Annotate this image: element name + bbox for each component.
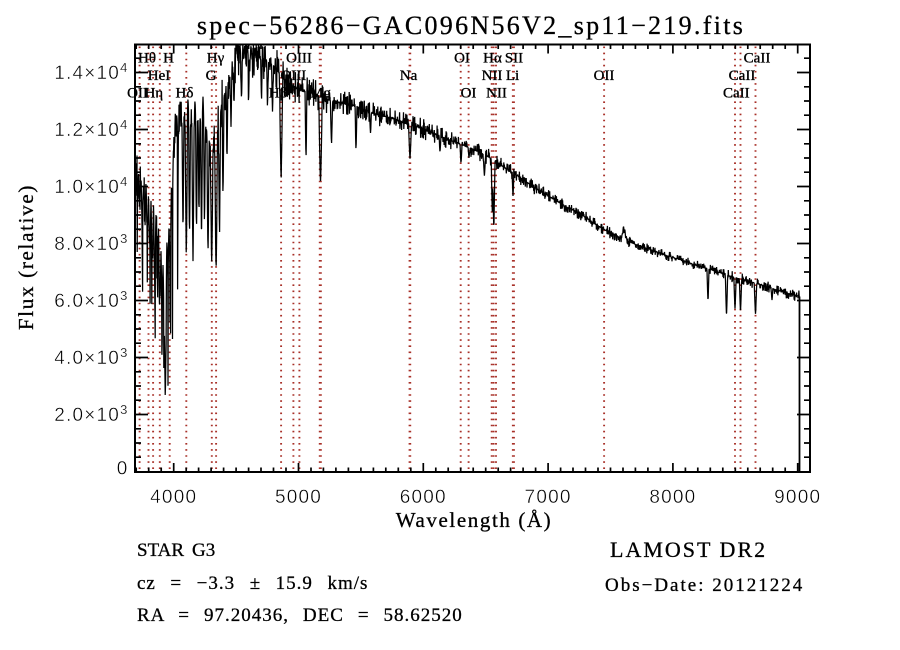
- svg-text:Hη: Hη: [144, 86, 163, 102]
- svg-text:OIII: OIII: [280, 68, 306, 84]
- svg-text:8000: 8000: [649, 487, 696, 508]
- svg-text:RA = 97.20436, DEC = 58.62520: RA = 97.20436, DEC = 58.62520: [137, 605, 463, 626]
- svg-text:NII: NII: [482, 68, 503, 84]
- svg-text:OII: OII: [594, 68, 615, 84]
- svg-text:5000: 5000: [275, 487, 322, 508]
- svg-text:8.0×103: 8.0×103: [54, 231, 128, 255]
- svg-text:OII: OII: [127, 86, 148, 102]
- svg-text:1.4×104: 1.4×104: [54, 60, 128, 84]
- svg-text:Flux (relative): Flux (relative): [14, 184, 38, 330]
- svg-text:1.0×104: 1.0×104: [54, 174, 128, 198]
- svg-text:Li: Li: [506, 68, 519, 84]
- svg-text:Hθ: Hθ: [138, 51, 156, 67]
- svg-text:Hγ: Hγ: [207, 51, 225, 67]
- svg-text:HeI: HeI: [148, 68, 171, 84]
- svg-text:LAMOST DR2: LAMOST DR2: [610, 537, 767, 562]
- svg-text:6000: 6000: [400, 487, 447, 508]
- svg-text:OI: OI: [454, 51, 470, 67]
- svg-text:OI: OI: [461, 86, 477, 102]
- svg-text:G: G: [206, 68, 217, 84]
- svg-text:CaII: CaII: [723, 86, 750, 102]
- svg-text:H: H: [163, 51, 174, 67]
- svg-text:9000: 9000: [774, 487, 821, 508]
- svg-text:STAR: STAR: [137, 540, 184, 561]
- svg-text:4.0×103: 4.0×103: [54, 345, 128, 369]
- svg-text:Mg: Mg: [310, 86, 331, 102]
- svg-text:7000: 7000: [525, 487, 572, 508]
- svg-text:CaII: CaII: [729, 68, 756, 84]
- svg-text:Wavelength (Å): Wavelength (Å): [396, 508, 553, 532]
- svg-text:G3: G3: [192, 540, 215, 561]
- svg-text:1.2×104: 1.2×104: [54, 117, 128, 141]
- svg-text:Hδ: Hδ: [176, 86, 194, 102]
- svg-text:SII: SII: [505, 51, 523, 67]
- svg-text:2.0×103: 2.0×103: [54, 402, 128, 426]
- svg-text:cz = −3.3 ± 15.9 km/s: cz = −3.3 ± 15.9 km/s: [137, 573, 368, 594]
- svg-text:spec−56286−GAC096N56V2_sp11−21: spec−56286−GAC096N56V2_sp11−219.fits: [197, 11, 745, 40]
- svg-text:CaII: CaII: [744, 51, 771, 67]
- svg-text:4000: 4000: [150, 487, 197, 508]
- svg-text:Obs−Date: 20121224: Obs−Date: 20121224: [605, 575, 804, 596]
- svg-text:NII: NII: [486, 86, 507, 102]
- svg-text:Hβ: Hβ: [269, 86, 287, 102]
- svg-text:Hα: Hα: [483, 51, 502, 67]
- svg-text:0: 0: [117, 459, 129, 480]
- svg-text:OIII: OIII: [286, 51, 312, 67]
- svg-text:Na: Na: [400, 68, 418, 84]
- svg-text:6.0×103: 6.0×103: [54, 288, 128, 312]
